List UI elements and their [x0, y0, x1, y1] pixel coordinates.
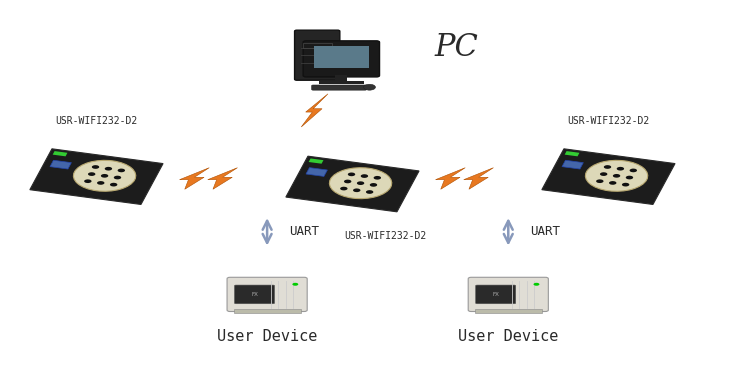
Circle shape [585, 160, 648, 191]
Bar [562, 160, 583, 169]
Bar [475, 309, 542, 313]
Circle shape [361, 174, 368, 178]
Text: USR-WIFI232-D2: USR-WIFI232-D2 [568, 116, 649, 127]
Circle shape [114, 176, 121, 179]
Polygon shape [180, 168, 209, 189]
FancyBboxPatch shape [312, 85, 367, 90]
Text: PC: PC [434, 32, 478, 63]
Circle shape [110, 183, 117, 187]
FancyBboxPatch shape [227, 277, 307, 311]
Circle shape [604, 165, 611, 169]
Bar [306, 167, 327, 176]
Text: FX: FX [251, 292, 258, 297]
Circle shape [600, 172, 608, 176]
Circle shape [370, 183, 377, 187]
Text: USR-WIFI232-D2: USR-WIFI232-D2 [345, 230, 427, 241]
Circle shape [357, 181, 364, 185]
Circle shape [97, 181, 105, 185]
Circle shape [101, 174, 108, 178]
Circle shape [353, 188, 361, 192]
Circle shape [366, 190, 373, 194]
Bar [234, 309, 301, 313]
Text: FX: FX [492, 292, 499, 297]
Bar [286, 156, 419, 212]
Polygon shape [464, 168, 493, 189]
Circle shape [118, 169, 125, 172]
Circle shape [344, 180, 352, 183]
Circle shape [92, 165, 99, 169]
Circle shape [609, 181, 617, 185]
Circle shape [630, 169, 637, 172]
Bar [50, 160, 71, 169]
Text: UART: UART [531, 225, 560, 238]
Circle shape [374, 176, 381, 180]
Circle shape [617, 167, 624, 170]
Circle shape [329, 168, 392, 199]
FancyBboxPatch shape [476, 285, 516, 304]
Bar [319, 81, 364, 84]
Polygon shape [208, 168, 237, 189]
Circle shape [622, 183, 629, 187]
FancyBboxPatch shape [303, 41, 380, 77]
Bar [53, 151, 68, 156]
Bar [335, 75, 347, 84]
Text: UART: UART [289, 225, 319, 238]
Circle shape [533, 283, 539, 286]
Circle shape [596, 179, 603, 183]
Circle shape [84, 179, 91, 183]
FancyBboxPatch shape [234, 285, 275, 304]
Polygon shape [301, 94, 328, 127]
Bar [30, 149, 163, 205]
Circle shape [626, 176, 633, 179]
Circle shape [88, 172, 96, 176]
FancyBboxPatch shape [295, 30, 340, 80]
Text: User Device: User Device [217, 329, 318, 344]
Circle shape [340, 187, 347, 190]
FancyBboxPatch shape [468, 277, 548, 311]
Circle shape [348, 173, 355, 176]
Circle shape [73, 160, 136, 191]
Bar [565, 151, 580, 156]
Polygon shape [436, 168, 465, 189]
Circle shape [105, 167, 112, 170]
Text: User Device: User Device [458, 329, 559, 344]
Text: USR-WIFI232-D2: USR-WIFI232-D2 [56, 116, 137, 127]
Circle shape [364, 84, 375, 90]
Circle shape [613, 174, 620, 178]
Bar [542, 149, 675, 205]
Bar [314, 46, 369, 68]
Bar [309, 159, 324, 164]
Bar [303, 43, 332, 48]
Circle shape [292, 283, 298, 286]
